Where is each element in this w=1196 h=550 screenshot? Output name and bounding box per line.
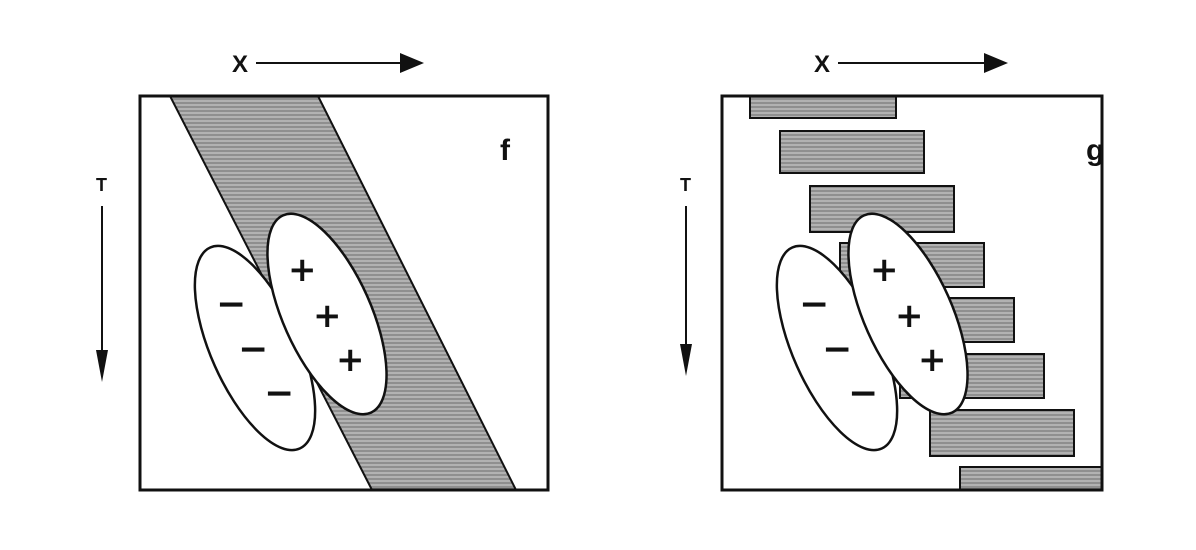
x-axis-label: X xyxy=(232,51,248,78)
positive-sign-2: + xyxy=(895,296,924,336)
negative-sign-3: − xyxy=(848,373,878,414)
positive-sign-3: + xyxy=(918,340,947,380)
positive-sign-3: + xyxy=(336,340,365,380)
x-axis-label: X xyxy=(814,51,830,78)
negative-sign-2: − xyxy=(822,329,852,370)
positive-ellipse xyxy=(847,212,969,416)
negative-sign-1: − xyxy=(216,284,246,325)
hatched-bar xyxy=(749,96,897,119)
panel-frame xyxy=(138,94,550,492)
hatched-bar xyxy=(959,466,1102,490)
panel-label: f xyxy=(500,134,511,167)
positive-ellipse xyxy=(266,212,388,416)
negative-sign-3: − xyxy=(264,373,294,414)
negative-sign-2: − xyxy=(238,329,268,370)
panel-g: X T g − − − + + + xyxy=(680,51,1104,492)
t-axis-label: T xyxy=(680,175,691,195)
hatched-bar xyxy=(929,409,1075,457)
positive-sign-1: + xyxy=(288,250,317,290)
hatched-bar xyxy=(779,130,925,174)
t-axis-arrowhead xyxy=(96,350,108,382)
negative-sign-1: − xyxy=(799,284,829,325)
positive-sign-1: + xyxy=(870,250,899,290)
t-axis-label: T xyxy=(96,175,107,195)
t-axis-arrowhead xyxy=(680,344,692,376)
positive-sign-2: + xyxy=(313,296,342,336)
panel-f: X T f − − − + + + xyxy=(96,51,550,492)
panel-label: g xyxy=(1086,134,1104,167)
panel-frame xyxy=(720,94,1104,492)
